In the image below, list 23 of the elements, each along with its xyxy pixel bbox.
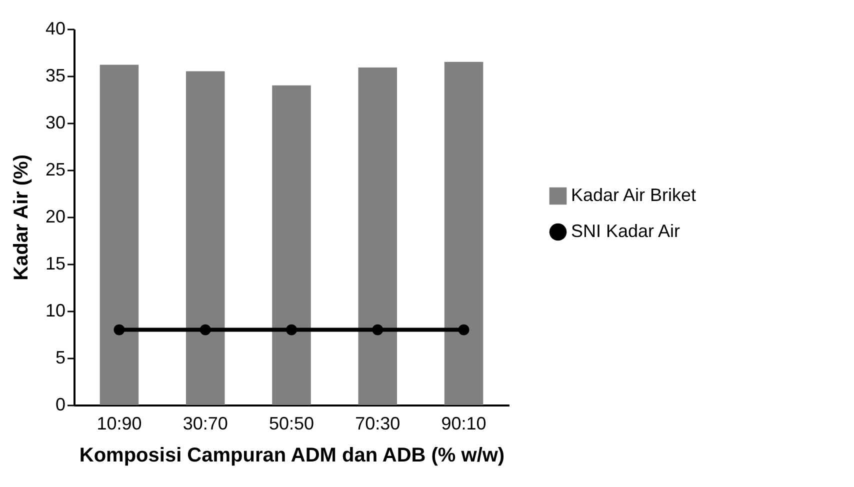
y-tick-label: 40 [45, 18, 66, 38]
legend-label: Kadar Air Briket [571, 185, 696, 205]
bar [444, 62, 484, 405]
bar [358, 68, 398, 405]
x-tick-label: 30:70 [182, 414, 228, 434]
bar [186, 71, 225, 405]
x-tick-label: 50:50 [268, 414, 314, 434]
y-tick-label: 25 [45, 160, 66, 180]
x-tick-label: 10:90 [96, 414, 142, 434]
legend-label: SNI Kadar Air [571, 221, 680, 241]
y-tick-label: 35 [45, 66, 66, 86]
x-tick-label: 70:30 [355, 414, 400, 434]
bar [100, 64, 139, 405]
y-tick-label: 5 [55, 348, 66, 368]
y-axis-title: Kadar Air (%) [10, 154, 32, 280]
x-axis-title: Komposisi Campuran ADM dan ADB (% w/w) [79, 444, 505, 466]
x-tick-label: 90:10 [441, 414, 486, 434]
y-tick-label: 15 [45, 254, 66, 274]
y-tick-label: 20 [45, 206, 66, 226]
y-tick-label: 0 [55, 394, 66, 414]
bar [272, 85, 311, 405]
y-tick-label: 30 [45, 112, 66, 132]
y-tick-label: 10 [45, 300, 66, 320]
